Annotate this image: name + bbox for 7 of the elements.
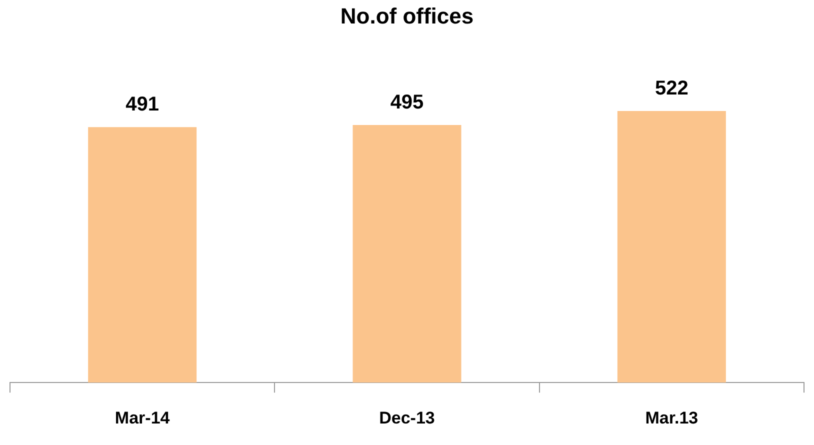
x-tick-label: Dec-13 (379, 408, 435, 428)
x-tick-label: Mar.13 (645, 408, 698, 428)
data-label: 491 (126, 94, 160, 116)
data-label: 522 (654, 78, 688, 100)
data-label: 495 (390, 92, 424, 114)
x-tick-label: Mar-14 (114, 408, 170, 428)
chart-title: No.of offices (340, 3, 474, 28)
